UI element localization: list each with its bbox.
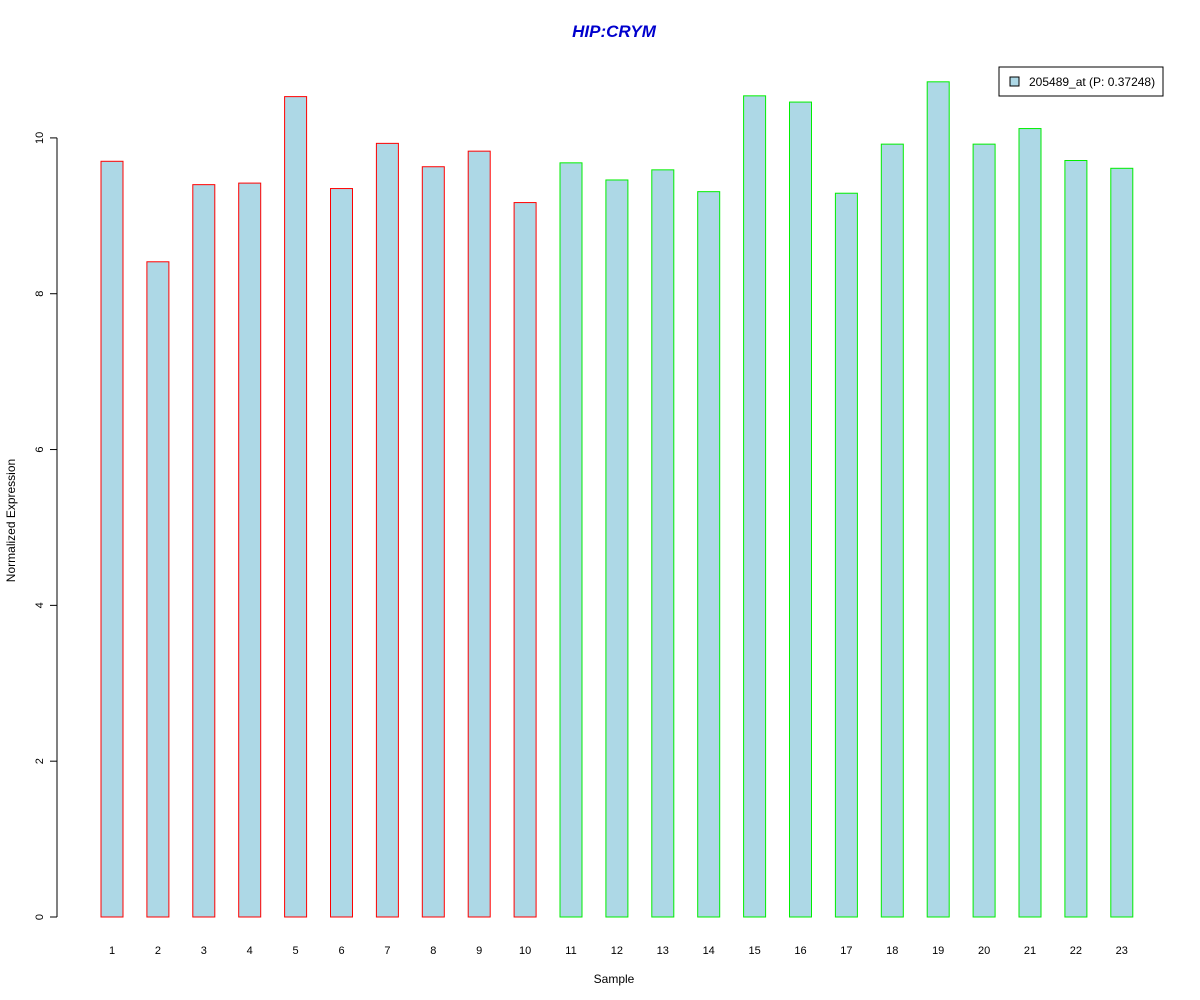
bar-sample-3 bbox=[192, 184, 216, 918]
bar-sample-20 bbox=[972, 143, 996, 918]
x-tick-label-18: 18 bbox=[886, 945, 898, 957]
y-axis: 0 2 4 6 8 10 bbox=[34, 132, 58, 920]
bar-sample-22 bbox=[1064, 160, 1088, 918]
bar-sample-8 bbox=[421, 166, 445, 918]
x-tick-label-5: 5 bbox=[293, 945, 299, 957]
bar-sample-1 bbox=[100, 160, 124, 918]
x-tick-label-6: 6 bbox=[338, 945, 344, 957]
bar-sample-21 bbox=[1018, 128, 1042, 918]
bar-sample-9 bbox=[467, 150, 491, 918]
bar-sample-13 bbox=[651, 169, 675, 918]
bar-sample-23 bbox=[1110, 167, 1134, 918]
x-tick-label-7: 7 bbox=[384, 945, 390, 957]
bar-sample-7 bbox=[375, 142, 399, 918]
bar-sample-15 bbox=[743, 95, 767, 918]
y-axis-tick-label: 2 bbox=[34, 758, 46, 764]
bar-sample-6 bbox=[330, 188, 353, 918]
x-tick-label-21: 21 bbox=[1024, 945, 1036, 957]
legend-box bbox=[998, 66, 1164, 97]
bar-sample-4 bbox=[238, 182, 262, 918]
x-tick-label-9: 9 bbox=[476, 945, 482, 957]
x-tick-label-4: 4 bbox=[247, 945, 253, 957]
bar-sample-5 bbox=[284, 96, 308, 918]
bar-sample-10 bbox=[513, 202, 537, 918]
x-tick-label-10: 10 bbox=[519, 945, 531, 957]
x-tick-label-13: 13 bbox=[657, 945, 669, 957]
x-tick-label-20: 20 bbox=[978, 945, 990, 957]
x-tick-label-23: 23 bbox=[1116, 945, 1128, 957]
x-tick-label-17: 17 bbox=[840, 945, 852, 957]
bars bbox=[100, 81, 1134, 918]
x-axis-tick-labels: 1 2 3 4 5 6 7 8 9 10 11 12 13 14 15 16 17 18 19 20 21 22 23 bbox=[109, 945, 1128, 957]
x-tick-label-12: 12 bbox=[611, 945, 623, 957]
bar-sample-12 bbox=[605, 179, 629, 918]
x-tick-label-15: 15 bbox=[748, 945, 760, 957]
y-axis-tick-label: 6 bbox=[34, 446, 46, 452]
x-tick-label-1: 1 bbox=[109, 945, 115, 957]
x-tick-label-3: 3 bbox=[201, 945, 207, 957]
bar-sample-18 bbox=[880, 143, 904, 918]
legend: 205489_at (P: 0.37248) bbox=[998, 66, 1164, 97]
x-tick-label-22: 22 bbox=[1070, 945, 1082, 957]
bar-sample-11 bbox=[559, 162, 583, 918]
y-axis-label: Normalized Expression bbox=[4, 459, 18, 582]
x-tick-label-16: 16 bbox=[794, 945, 806, 957]
bar-sample-17 bbox=[834, 192, 858, 918]
bar-sample-16 bbox=[789, 101, 812, 918]
y-axis-tick-label: 10 bbox=[34, 132, 46, 144]
x-axis-label: Sample bbox=[594, 972, 635, 986]
y-axis-tick-label: 8 bbox=[34, 291, 46, 297]
y-axis-tick-label: 4 bbox=[34, 602, 46, 608]
x-tick-label-11: 11 bbox=[565, 945, 576, 957]
y-axis-tick-label: 0 bbox=[34, 914, 46, 920]
legend-label: 205489_at (P: 0.37248) bbox=[1029, 75, 1155, 89]
bar-sample-19 bbox=[926, 81, 950, 918]
bar-sample-14 bbox=[697, 191, 721, 918]
x-tick-label-19: 19 bbox=[932, 945, 944, 957]
legend-swatch bbox=[1009, 76, 1020, 87]
x-tick-label-2: 2 bbox=[155, 945, 161, 957]
x-tick-label-8: 8 bbox=[430, 945, 436, 957]
x-tick-label-14: 14 bbox=[703, 945, 715, 957]
bar-sample-2 bbox=[146, 261, 170, 918]
chart-title: HIP:CRYM bbox=[572, 22, 657, 41]
